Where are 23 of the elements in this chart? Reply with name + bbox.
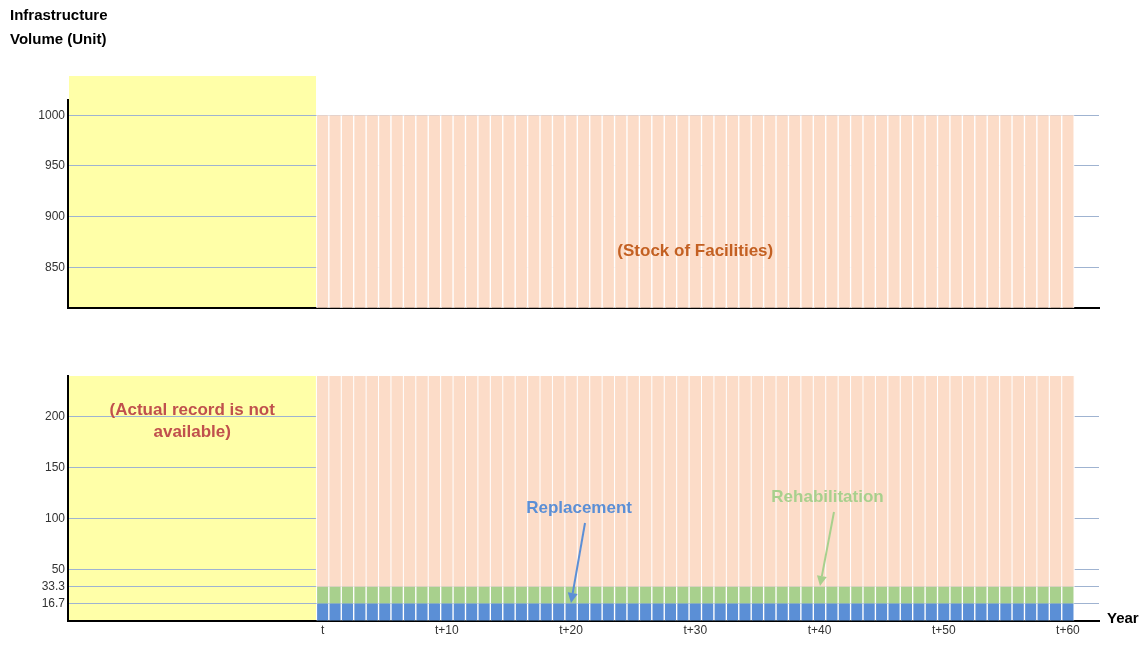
y-tick-label: 950 [44, 158, 66, 173]
x-axis-title: Year [1107, 608, 1139, 626]
x-tick-label: t+50 [931, 623, 956, 638]
y-axis-title: Infrastructure Volume (Unit) [10, 5, 108, 47]
y-tick-label: 1000 [38, 107, 66, 122]
y-tick-label: 150 [44, 460, 66, 475]
y-tick-label: 850 [44, 259, 66, 274]
series-label: (Stock of Facilities) [617, 241, 774, 261]
text: Replacement [526, 498, 633, 518]
x-tick-label: t [320, 623, 325, 638]
y-tick-label: 50 [51, 561, 66, 576]
y-tick-label: 200 [44, 409, 66, 424]
y-tick-label: 100 [44, 511, 66, 525]
y-tick-label: 33.3 [41, 578, 66, 593]
x-tick-label: t+10 [435, 623, 460, 638]
annotation: (Actual record is not available) [109, 399, 276, 441]
text: Rehabilitation [771, 487, 884, 507]
x-tick-label: t+60 [1056, 623, 1081, 638]
x-tick-label: t+40 [807, 623, 832, 638]
y-tick-label: 16.7 [41, 595, 66, 610]
y-tick-label: 900 [44, 208, 66, 223]
x-tick-label: t+30 [683, 623, 708, 638]
x-tick-label: t+20 [559, 623, 584, 638]
